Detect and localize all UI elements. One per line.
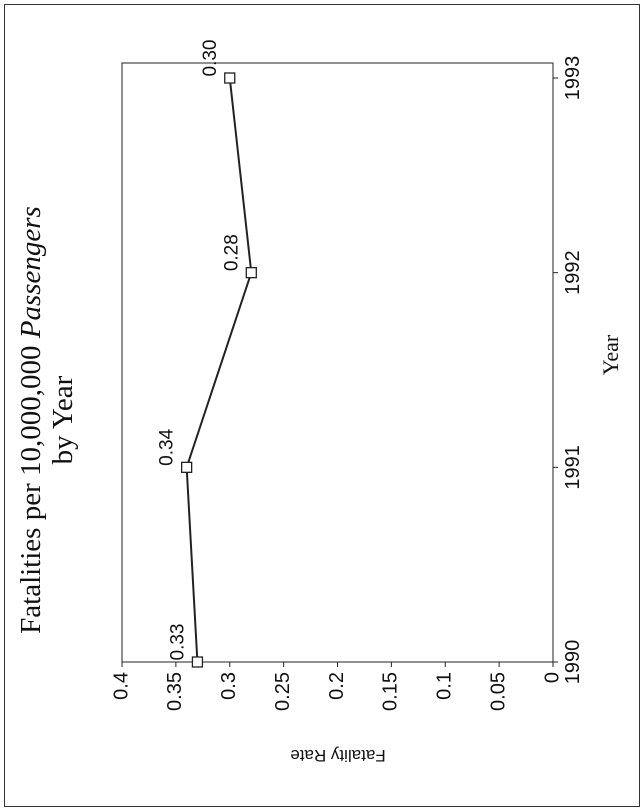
point-marker	[245, 267, 257, 279]
point-marker	[224, 72, 236, 84]
y-tick-label: 0.1	[434, 672, 456, 700]
chart-title: Fatalities per 10,000,000 Passengers	[15, 206, 47, 634]
chart: Fatalities per 10,000,000 Passengers by …	[15, 40, 623, 765]
point-marker	[180, 461, 193, 473]
y-tick-label: 0.35	[164, 672, 186, 711]
title-emphasis: Passengers	[15, 206, 47, 339]
page-border	[4, 4, 640, 807]
chart-subtitle: by Year	[47, 375, 79, 464]
y-tick-label: 0.4	[110, 672, 132, 700]
y-axis-label: Fatality Rate	[290, 746, 385, 765]
data-label: 0.28	[221, 234, 242, 271]
x-axis-label: Year	[598, 334, 623, 375]
line	[185, 77, 253, 663]
point-marker	[191, 656, 204, 668]
data-label: 0.34	[157, 428, 178, 465]
y-tick-label: 0.3	[218, 672, 240, 700]
data-label: 0.33	[167, 624, 188, 661]
y-tick-label: 0	[541, 672, 563, 683]
y-tick-label: 0.05	[487, 672, 509, 711]
title-text: Fatalities per 10,000,000	[15, 338, 47, 634]
data-label: 0.30	[200, 40, 221, 77]
x-tick-label: 1993	[562, 56, 584, 101]
y-tick-label: 0.2	[326, 672, 348, 700]
plot-frame	[121, 62, 554, 663]
y-tick-label: 0.25	[272, 672, 294, 711]
y-tick-label: 0.15	[380, 672, 402, 711]
x-tick-label: 1991	[562, 445, 584, 490]
x-tick-label: 1990	[562, 640, 584, 685]
x-tick-label: 1992	[562, 250, 584, 295]
